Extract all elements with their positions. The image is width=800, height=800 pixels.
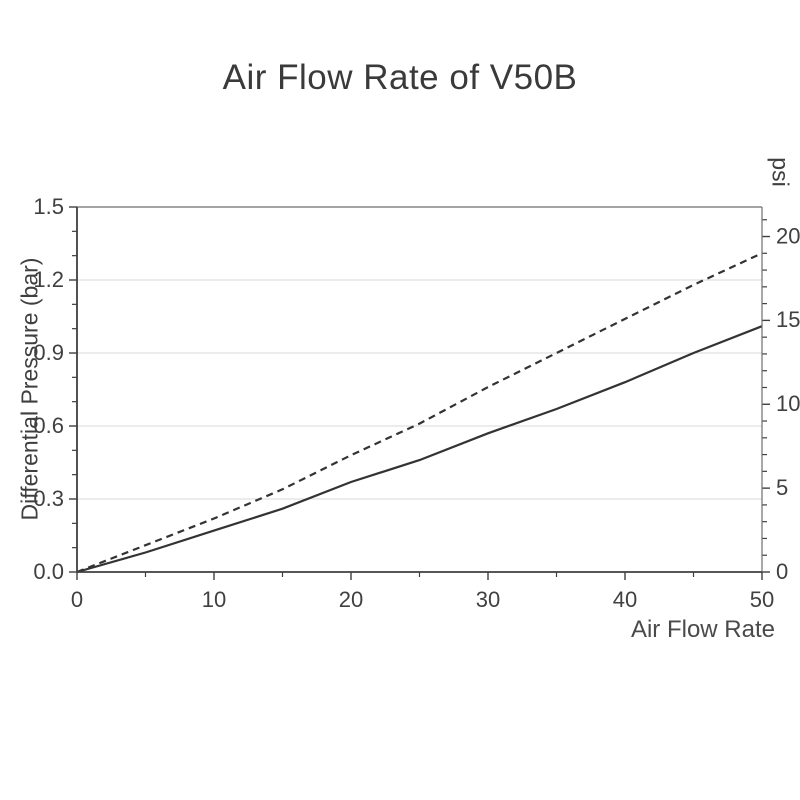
y-left-tick-label: 0.3 bbox=[33, 486, 64, 511]
y-left-tick-label: 0.6 bbox=[33, 413, 64, 438]
x-axis-label: Air Flow Rate bbox=[630, 616, 775, 643]
x-tick-label: 10 bbox=[202, 587, 226, 612]
y-left-tick-label: 1.5 bbox=[33, 194, 64, 219]
y-right-tick-label: 20 bbox=[776, 223, 800, 248]
y-left-tick-label: 0.9 bbox=[33, 340, 64, 365]
series-lower-curve bbox=[76, 325, 763, 574]
x-tick-label: 30 bbox=[476, 587, 500, 612]
x-tick-label: 20 bbox=[339, 587, 363, 612]
series-upper-curve bbox=[76, 252, 763, 574]
x-tick-label: 40 bbox=[613, 587, 637, 612]
y-right-tick-label: 15 bbox=[776, 307, 800, 332]
x-tick-label: 0 bbox=[71, 587, 83, 612]
x-tick-label: 50 bbox=[750, 587, 774, 612]
y-left-tick-label: 0.0 bbox=[33, 559, 64, 584]
chart-title: Air Flow Rate of V50B bbox=[222, 58, 578, 97]
y-right-tick-label: 5 bbox=[776, 475, 788, 500]
y-left-tick-label: 1.2 bbox=[33, 267, 64, 292]
y-right-tick-label: 0 bbox=[776, 559, 788, 584]
y-right-tick-label: 10 bbox=[776, 391, 800, 416]
